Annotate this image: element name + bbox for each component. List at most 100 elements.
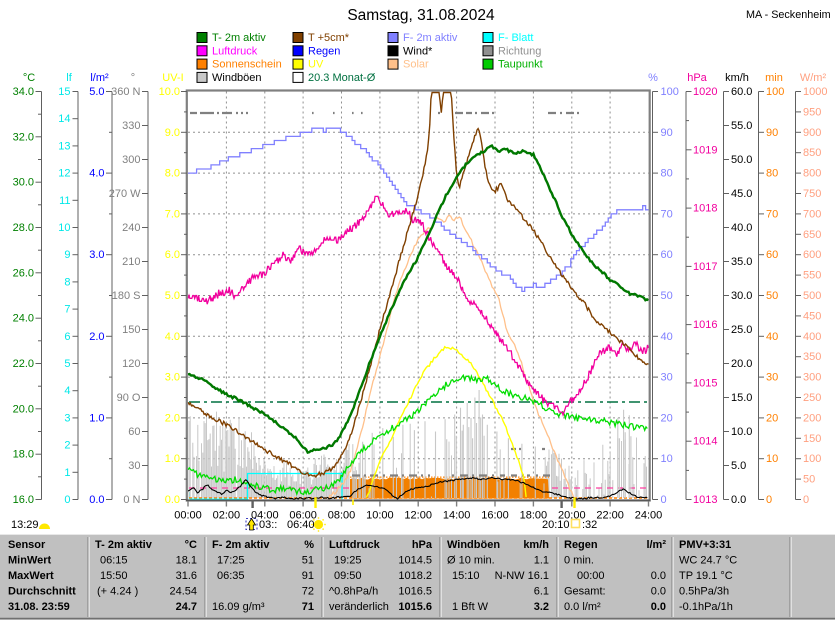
svg-text:360 N: 360 N	[111, 86, 140, 98]
svg-text:18:00: 18:00	[520, 510, 548, 522]
svg-text:1016: 1016	[693, 319, 717, 331]
svg-text:18.0: 18.0	[13, 449, 34, 461]
svg-text:°C: °C	[185, 539, 197, 551]
svg-text:90: 90	[766, 127, 778, 139]
svg-text:Luftdruck: Luftdruck	[212, 45, 258, 57]
svg-text:1000: 1000	[803, 86, 827, 98]
svg-text:veränderlich: veränderlich	[329, 601, 389, 613]
svg-text:Luftdruck: Luftdruck	[329, 539, 381, 551]
svg-text:06:00: 06:00	[289, 510, 317, 522]
svg-text:5.0: 5.0	[731, 460, 746, 472]
svg-text:hPa: hPa	[412, 539, 433, 551]
svg-text:270 W: 270 W	[109, 188, 141, 200]
svg-text:91: 91	[302, 570, 314, 582]
svg-text:700: 700	[803, 208, 821, 220]
svg-text:850: 850	[803, 147, 821, 159]
svg-text:4.0: 4.0	[89, 168, 104, 180]
svg-text:6.0: 6.0	[165, 249, 180, 261]
svg-text:1014: 1014	[693, 436, 717, 448]
svg-text:Richtung: Richtung	[498, 45, 541, 57]
svg-text:55.0: 55.0	[731, 120, 752, 132]
svg-text:%: %	[648, 72, 658, 84]
svg-text:50: 50	[661, 290, 673, 302]
svg-text:8: 8	[64, 276, 70, 288]
svg-text:210: 210	[122, 256, 140, 268]
svg-text:2: 2	[64, 440, 70, 452]
svg-text:60: 60	[766, 249, 778, 261]
svg-text:650: 650	[803, 229, 821, 241]
svg-text:14: 14	[58, 113, 70, 125]
svg-text:900: 900	[803, 127, 821, 139]
svg-text:UV: UV	[308, 59, 324, 71]
svg-text:min: min	[765, 72, 783, 84]
svg-text:Regen: Regen	[564, 539, 598, 551]
svg-text:12: 12	[58, 168, 70, 180]
svg-text:06:15: 06:15	[100, 555, 128, 567]
svg-text:lf: lf	[66, 72, 72, 84]
svg-text:03::: 03::	[259, 519, 277, 531]
svg-text:70: 70	[661, 208, 673, 220]
svg-text:4.0: 4.0	[165, 331, 180, 343]
svg-text:16:00: 16:00	[481, 510, 509, 522]
svg-text:32.0: 32.0	[13, 131, 34, 143]
svg-text:1015: 1015	[693, 377, 717, 389]
svg-text:0: 0	[766, 494, 772, 506]
svg-text:Taupunkt: Taupunkt	[498, 59, 543, 71]
svg-text:1.1: 1.1	[534, 555, 549, 567]
svg-text:150: 150	[803, 433, 821, 445]
svg-text:8.0: 8.0	[165, 168, 180, 180]
svg-text:Gesamt:: Gesamt:	[564, 586, 606, 598]
svg-text:28.0: 28.0	[13, 222, 34, 234]
svg-text:Durchschnitt: Durchschnitt	[8, 586, 76, 598]
svg-text:4: 4	[64, 385, 70, 397]
svg-text:24.54: 24.54	[169, 586, 197, 598]
svg-text:Sonnenschein: Sonnenschein	[212, 59, 282, 71]
svg-text:20: 20	[661, 412, 673, 424]
svg-text:30: 30	[766, 372, 778, 384]
svg-text:240: 240	[122, 222, 140, 234]
svg-text:24.7: 24.7	[176, 601, 197, 613]
svg-text:l/m²: l/m²	[90, 72, 109, 84]
svg-text:20.3 Monat-Ø: 20.3 Monat-Ø	[308, 72, 376, 84]
svg-text:330: 330	[122, 120, 140, 132]
svg-text:2.0: 2.0	[89, 331, 104, 343]
svg-text:40: 40	[661, 331, 673, 343]
svg-text:Ø 10 min.: Ø 10 min.	[447, 555, 495, 567]
svg-text:17:25: 17:25	[217, 555, 245, 567]
svg-text:1016.5: 1016.5	[398, 586, 432, 598]
svg-text:10: 10	[766, 453, 778, 465]
svg-text:20:10: 20:10	[542, 519, 570, 531]
svg-text:1018.2: 1018.2	[398, 570, 432, 582]
svg-text:100: 100	[661, 86, 679, 98]
svg-text:24:00: 24:00	[635, 510, 663, 522]
svg-text:7.0: 7.0	[165, 208, 180, 220]
svg-text:UV-I: UV-I	[162, 72, 183, 84]
svg-text:1015.6: 1015.6	[398, 601, 432, 613]
svg-text:PMV+3:31: PMV+3:31	[679, 539, 731, 551]
svg-text:0: 0	[64, 494, 70, 506]
svg-text:120: 120	[122, 358, 140, 370]
svg-text:08:00: 08:00	[328, 510, 356, 522]
svg-text:Samstag, 31.08.2024: Samstag, 31.08.2024	[347, 7, 495, 24]
svg-text:20: 20	[766, 412, 778, 424]
svg-text:30.0: 30.0	[13, 177, 34, 189]
svg-text:6.1: 6.1	[534, 586, 549, 598]
svg-text:50.0: 50.0	[731, 154, 752, 166]
svg-text:51: 51	[302, 555, 314, 567]
svg-text:1018: 1018	[693, 203, 717, 215]
svg-text:250: 250	[803, 392, 821, 404]
svg-text:^0.8hPa/h: ^0.8hPa/h	[329, 586, 378, 598]
svg-text:450: 450	[803, 310, 821, 322]
svg-text:°: °	[131, 72, 135, 84]
svg-text:MA - Seckenheim: MA - Seckenheim	[746, 9, 831, 21]
svg-text:1019: 1019	[693, 144, 717, 156]
svg-text:04:00: 04:00	[251, 510, 279, 522]
svg-text:19:25: 19:25	[334, 555, 362, 567]
svg-text:60: 60	[128, 426, 140, 438]
svg-text:300: 300	[803, 372, 821, 384]
svg-text:7: 7	[64, 304, 70, 316]
svg-text:Wind*: Wind*	[403, 45, 433, 57]
svg-text:3.0: 3.0	[89, 249, 104, 261]
svg-text:15: 15	[58, 86, 70, 98]
svg-text:%: %	[304, 539, 314, 551]
